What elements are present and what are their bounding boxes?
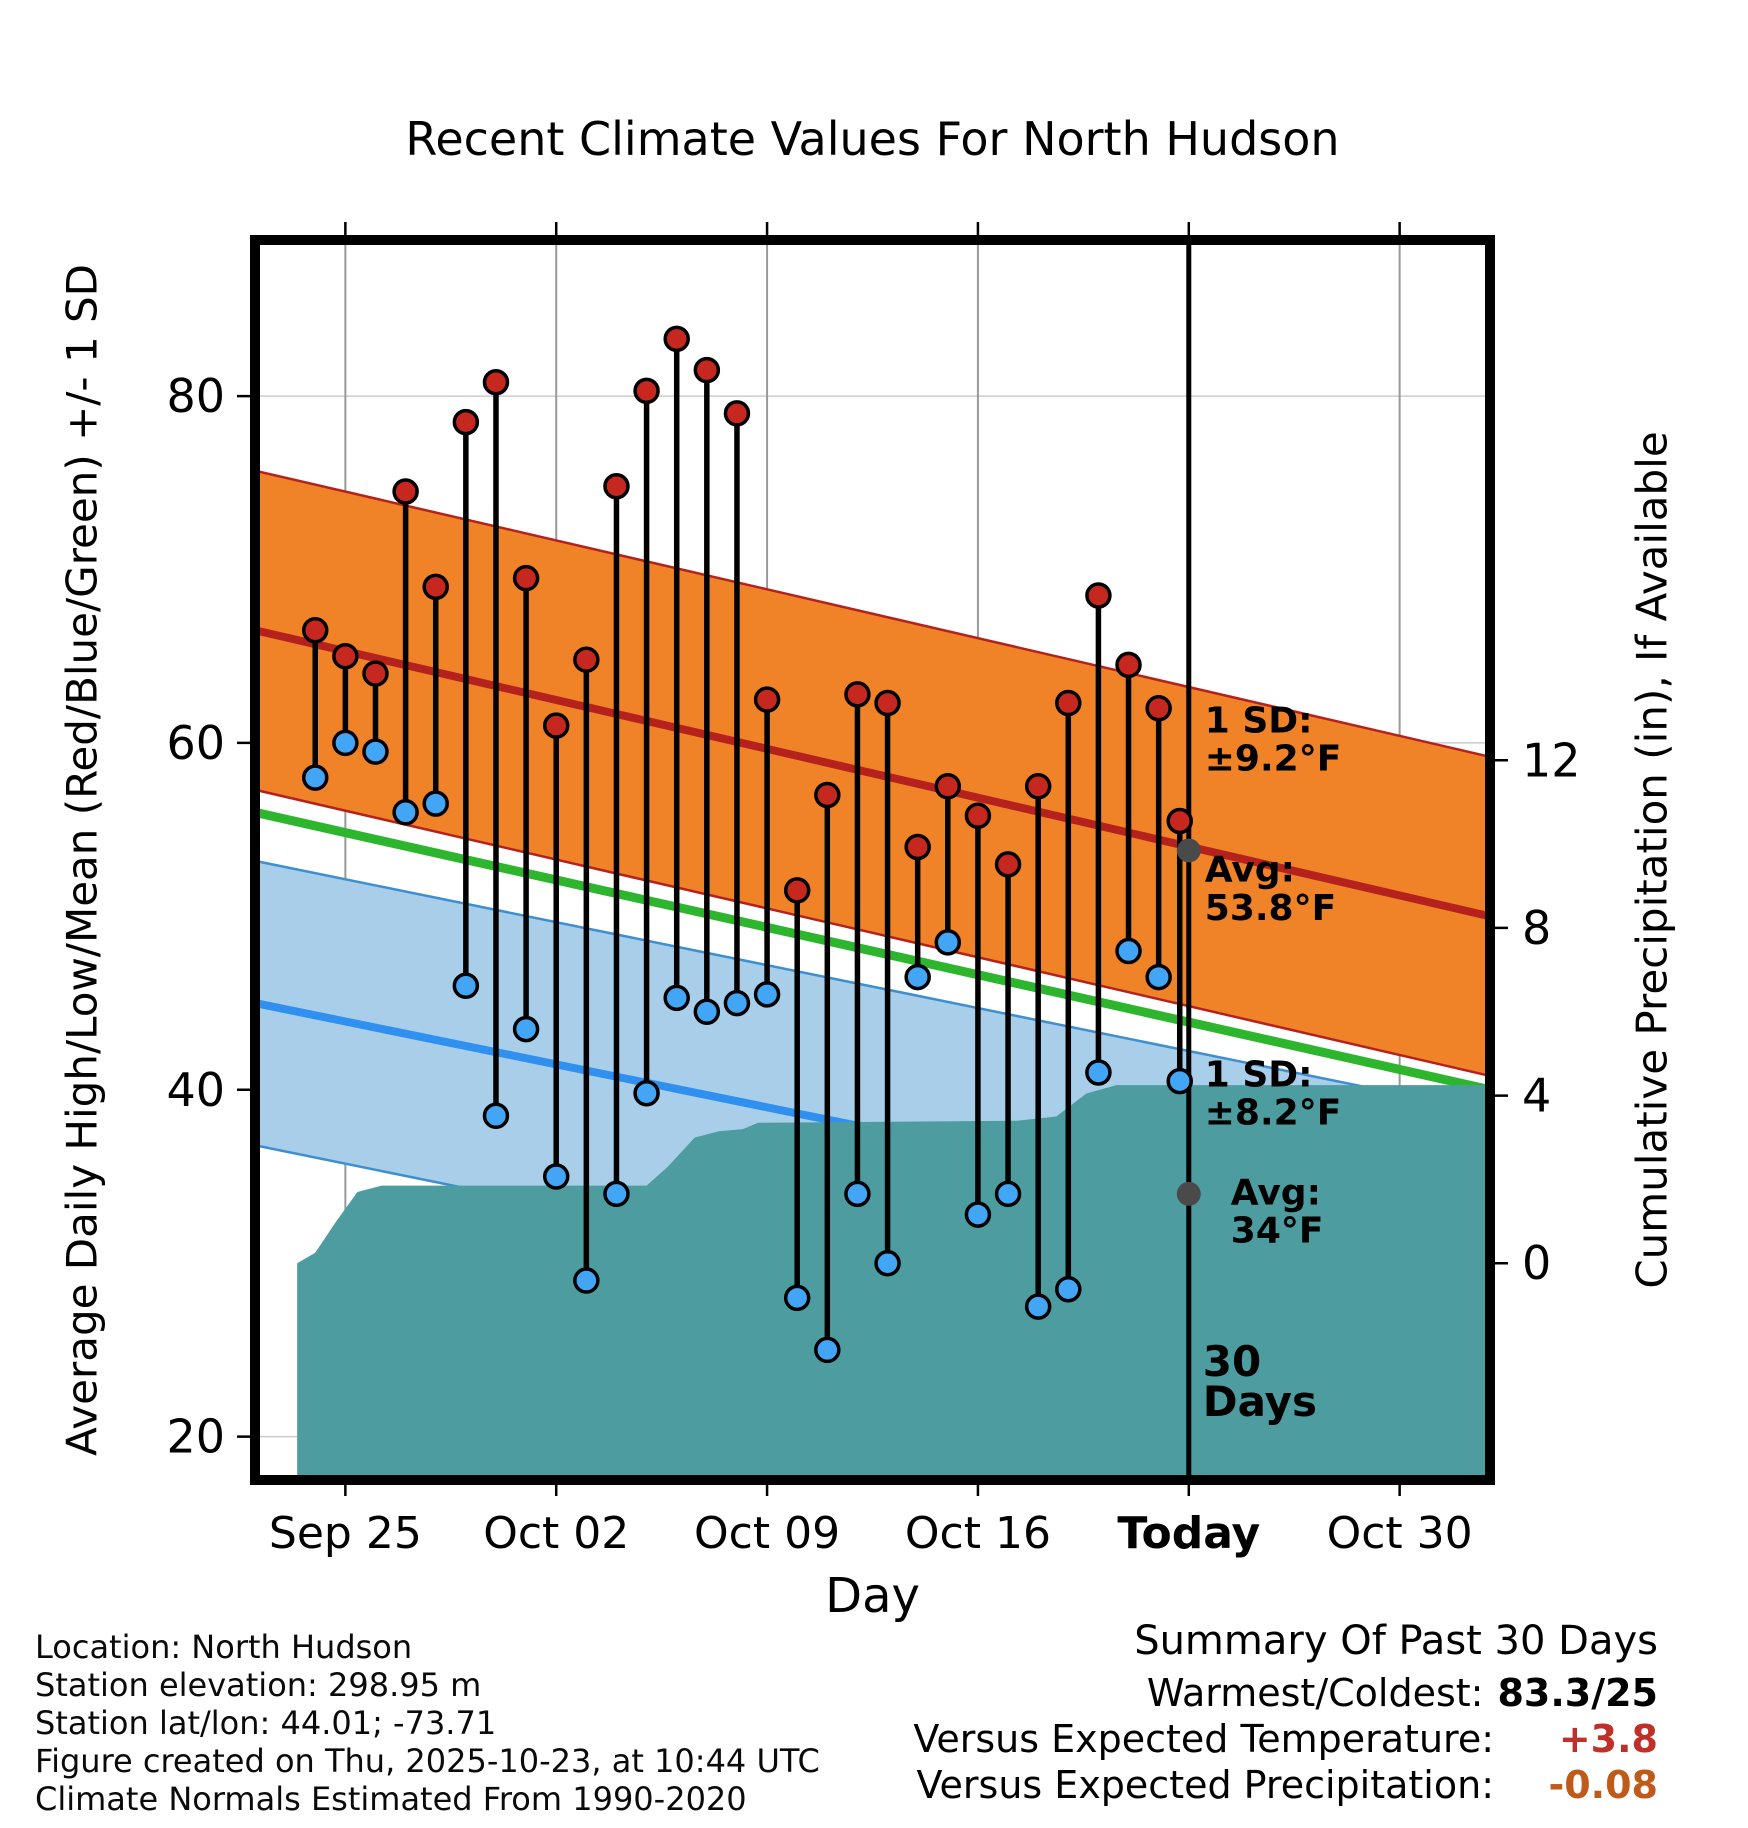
footer-location: Location: North Hudson	[35, 1628, 413, 1666]
svg-text:0: 0	[1522, 1236, 1551, 1290]
svg-text:Oct 30: Oct 30	[1327, 1508, 1473, 1559]
footer-elevation: Station elevation: 298.95 m	[35, 1666, 482, 1704]
summary-row-value: 83.3/25	[1497, 1671, 1658, 1715]
svg-text:53.8°F: 53.8°F	[1205, 888, 1336, 929]
svg-text:Avg:: Avg:	[1205, 850, 1295, 891]
svg-text:±9.2°F: ±9.2°F	[1205, 739, 1342, 780]
footer-latlon: Station lat/lon: 44.01; -73.71	[35, 1704, 497, 1742]
svg-text:Oct 16: Oct 16	[905, 1508, 1051, 1559]
svg-text:40: 40	[166, 1063, 225, 1117]
svg-text:12: 12	[1522, 733, 1581, 787]
summary-row: Warmest/Coldest: 83.3/25	[913, 1670, 1658, 1716]
summary-row-label: Warmest/Coldest:	[1146, 1671, 1484, 1715]
svg-text:Avg:: Avg:	[1231, 1172, 1321, 1213]
summary-panel: Summary Of Past 30 Days Warmest/Coldest:…	[913, 1618, 1658, 1808]
footer-normals: Climate Normals Estimated From 1990-2020	[35, 1780, 747, 1818]
svg-text:±8.2°F: ±8.2°F	[1205, 1092, 1342, 1133]
y-axis-label-left: Average Daily High/Low/Mean (Red/Blue/Gr…	[57, 263, 107, 1457]
summary-header: Summary Of Past 30 Days	[1134, 1618, 1658, 1664]
summary-row-value: -0.08	[1548, 1763, 1658, 1807]
svg-text:Days: Days	[1203, 1377, 1317, 1426]
svg-text:60: 60	[166, 716, 225, 770]
summary-row: Versus Expected Precipitation: -0.08	[913, 1762, 1659, 1808]
svg-text:34°F: 34°F	[1231, 1210, 1324, 1251]
svg-text:4: 4	[1522, 1069, 1551, 1123]
svg-text:8: 8	[1522, 901, 1551, 955]
svg-text:1 SD:: 1 SD:	[1205, 1054, 1313, 1095]
svg-text:20: 20	[166, 1410, 225, 1464]
summary-row-label: Versus Expected Precipitation:	[916, 1763, 1495, 1807]
summary-row: Versus Expected Temperature: +3.8	[913, 1716, 1658, 1762]
svg-text:Oct 02: Oct 02	[483, 1508, 629, 1559]
svg-text:30: 30	[1203, 1337, 1261, 1386]
svg-text:Oct 09: Oct 09	[694, 1508, 840, 1559]
x-axis-label: Day	[825, 1568, 920, 1624]
summary-row-label: Versus Expected Temperature:	[913, 1717, 1494, 1761]
y-axis-label-right: Cumulative Precipitation (in), If Availa…	[1627, 431, 1677, 1289]
footer-info: Location: North Hudson Station elevation…	[35, 1628, 820, 1818]
svg-text:Sep 25: Sep 25	[269, 1508, 422, 1559]
footer-created: Figure created on Thu, 2025-10-23, at 10…	[35, 1742, 820, 1780]
chart-title: Recent Climate Values For North Hudson	[405, 112, 1340, 166]
svg-text:Today: Today	[1117, 1508, 1260, 1559]
svg-text:1 SD:: 1 SD:	[1205, 701, 1313, 742]
svg-text:80: 80	[166, 369, 225, 423]
summary-row-value: +3.8	[1558, 1717, 1658, 1761]
